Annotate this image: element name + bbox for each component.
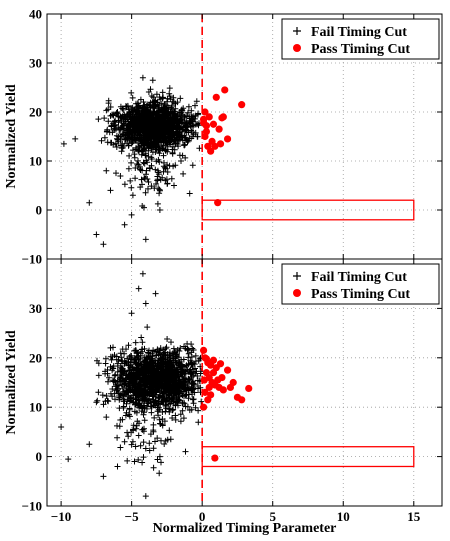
pass-point (199, 119, 208, 127)
pass-point (229, 378, 237, 387)
fail-point-markers (60, 74, 203, 248)
pass-point (238, 101, 246, 109)
y-ticks: −10 0 10 20 30 (22, 301, 442, 514)
y-tick-label: 10 (29, 154, 42, 169)
pass-marker-icon (293, 289, 301, 297)
legend-box (281, 18, 440, 60)
pass-point (207, 391, 215, 399)
x-tick-label: −5 (125, 509, 139, 524)
pass-point (199, 403, 208, 411)
pass-point (205, 113, 213, 121)
pass-point (238, 396, 246, 404)
pass-point (201, 108, 209, 116)
pass-point (223, 366, 232, 374)
pass-point (202, 128, 211, 136)
fail-marker-icon (293, 272, 301, 280)
top-scatter-panel: −10 0 10 20 30 40 Fail Timing Cut Pass Timing… (4, 7, 443, 267)
fail-marker-icon (293, 27, 301, 35)
pass-marker-icon (293, 44, 301, 52)
x-tick-label: 0 (199, 509, 206, 524)
pass-point (221, 86, 229, 94)
x-tick-label: 10 (337, 509, 350, 524)
pass-point (245, 384, 253, 393)
pass-point (216, 140, 225, 148)
pass-point (202, 355, 211, 363)
signal-box (201, 446, 415, 468)
legend-label-pass: Pass Timing Cut (311, 287, 410, 302)
pass-point (215, 125, 223, 133)
y-tick-label: 0 (36, 449, 43, 464)
pass-point (219, 386, 227, 394)
y-tick-label: 20 (29, 350, 42, 365)
y-tick-label: 20 (29, 105, 42, 120)
pass-point (211, 454, 219, 462)
x-ticks: −10 −5 0 5 10 15 (51, 259, 421, 524)
pass-point (209, 369, 218, 377)
y-tick-label: 30 (29, 56, 42, 71)
fail-points (58, 270, 205, 500)
pass-point (209, 120, 218, 128)
signal-box (201, 199, 415, 221)
x-ticks (60, 14, 415, 259)
fail-points (60, 74, 203, 248)
x-tick-label: 5 (269, 509, 276, 524)
y-tick-label: 0 (36, 203, 43, 218)
pass-points (199, 346, 253, 462)
pass-point (207, 147, 215, 155)
y-ticks: −10 0 10 20 30 40 (22, 7, 442, 267)
fail-point-markers (58, 270, 205, 500)
bottom-scatter-panel: −10 0 10 20 30 −10 −5 0 5 10 15 Fail Timing Cut P… (4, 258, 443, 536)
x-tick-label: −10 (51, 509, 71, 524)
pass-point (218, 114, 226, 122)
pass-point (201, 388, 209, 396)
y-axis-label: Normalized Yield (4, 330, 19, 435)
pass-point (205, 383, 213, 392)
y-tick-label: 40 (29, 7, 42, 22)
y-tick-label: −10 (22, 252, 42, 267)
x-axis-label: Normalized Timing Parameter (153, 521, 337, 536)
y-axis-label: Normalized Yield (4, 84, 19, 189)
pass-point (209, 356, 218, 364)
legend-label-fail: Fail Timing Cut (311, 270, 407, 285)
x-tick-label: 15 (407, 509, 421, 524)
pass-point (214, 376, 222, 384)
pass-point (216, 360, 225, 368)
pass-point (199, 346, 208, 354)
legend: Fail Timing Cut Pass Timing Cut (281, 263, 440, 305)
plot-frame (46, 258, 443, 507)
legend-box (281, 263, 440, 305)
pass-points (199, 86, 246, 207)
pass-point (223, 135, 232, 143)
pass-point (212, 93, 220, 101)
y-tick-label: 30 (29, 301, 42, 316)
legend: Fail Timing Cut Pass Timing Cut (281, 18, 440, 60)
legend-label-pass: Pass Timing Cut (311, 42, 410, 57)
legend-label-fail: Fail Timing Cut (311, 25, 407, 40)
pass-point (211, 142, 219, 150)
y-tick-label: 10 (29, 400, 42, 415)
y-tick-label: −10 (22, 499, 42, 514)
